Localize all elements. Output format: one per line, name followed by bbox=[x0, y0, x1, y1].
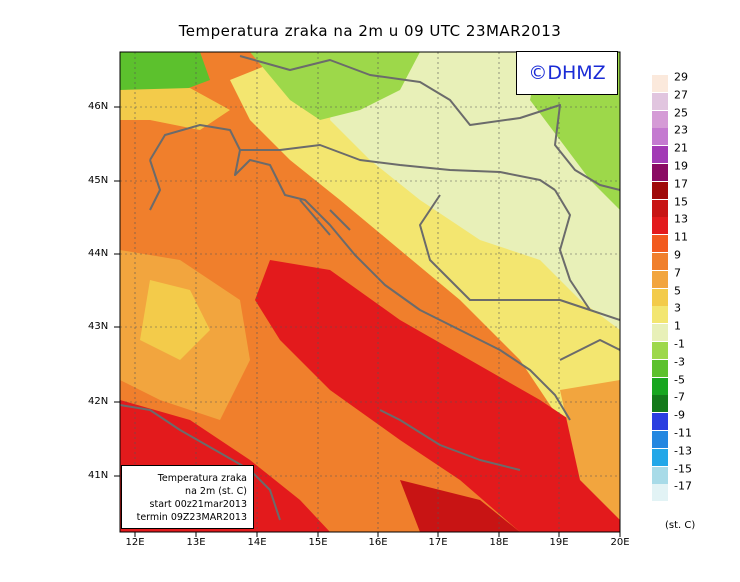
legend-level-label: -1 bbox=[674, 337, 685, 351]
field-green-nw bbox=[120, 52, 210, 95]
lon-label-17: 17E bbox=[428, 537, 448, 548]
legend-level-label: -9 bbox=[674, 408, 685, 422]
legend-level-label: -13 bbox=[674, 444, 692, 458]
lon-label-16: 16E bbox=[368, 537, 388, 548]
legend-swatch bbox=[652, 146, 668, 164]
grid-lines bbox=[120, 52, 620, 532]
legend-level-label: -15 bbox=[674, 462, 692, 476]
legend-level-label: 3 bbox=[674, 301, 681, 315]
legend-level-label: 13 bbox=[674, 212, 688, 226]
legend-swatch bbox=[652, 342, 668, 359]
info-box: Temperatura zraka na 2m (st. C) start 00… bbox=[121, 465, 254, 529]
legend-level-label: -7 bbox=[674, 390, 685, 404]
coastlines bbox=[120, 55, 620, 521]
legend-level-label: 1 bbox=[674, 319, 681, 333]
legend-swatch bbox=[652, 306, 668, 324]
legend-level-label: 15 bbox=[674, 195, 688, 209]
lat-label-41: 41N bbox=[88, 470, 109, 481]
legend-level-label: 7 bbox=[674, 266, 681, 280]
field-yellow-w bbox=[120, 88, 230, 130]
legend-swatch bbox=[652, 288, 668, 306]
field-darkred-s bbox=[400, 480, 520, 532]
lon-label-12: 12E bbox=[125, 537, 145, 548]
lat-label-46: 46N bbox=[88, 101, 109, 112]
legend-level-label: 27 bbox=[674, 88, 688, 102]
legend-level-label: -11 bbox=[674, 426, 692, 440]
lon-label-14: 14E bbox=[247, 537, 267, 548]
lon-label-13: 13E bbox=[186, 537, 206, 548]
legend-swatch bbox=[652, 413, 668, 431]
legend-swatch bbox=[652, 181, 668, 199]
axis-ticks bbox=[114, 106, 621, 537]
legend-level-label: 5 bbox=[674, 284, 681, 298]
legend-level-label: 21 bbox=[674, 141, 688, 155]
legend-swatch bbox=[652, 92, 668, 110]
info-line-2: na 2m (st. C) bbox=[185, 486, 247, 497]
field-red-adriatic bbox=[255, 260, 620, 532]
legend-swatch bbox=[652, 270, 668, 288]
legend-swatch bbox=[652, 484, 668, 502]
legend-swatch bbox=[652, 164, 668, 181]
plot-frame bbox=[119, 51, 621, 533]
legend-swatch bbox=[652, 110, 668, 128]
lon-label-20: 20E bbox=[610, 537, 630, 548]
info-line-1: Temperatura zraka bbox=[157, 473, 247, 484]
legend-swatch bbox=[652, 431, 668, 448]
legend-level-label: 19 bbox=[674, 159, 688, 173]
legend-level-label: 23 bbox=[674, 123, 688, 137]
legend-swatch bbox=[652, 359, 668, 377]
map-title: Temperatura zraka na 2m u 09 UTC 23MAR20… bbox=[178, 22, 562, 40]
info-line-4: termin 09Z23MAR2013 bbox=[136, 512, 247, 523]
lat-label-44: 44N bbox=[88, 248, 109, 259]
legend-swatch bbox=[652, 448, 668, 466]
legend-level-label: -3 bbox=[674, 355, 685, 369]
legend-swatch bbox=[652, 377, 668, 395]
legend-swatch bbox=[652, 75, 668, 92]
lon-label-19: 19E bbox=[549, 537, 569, 548]
legend-unit: (st. C) bbox=[665, 520, 696, 531]
legend-swatch bbox=[652, 217, 668, 235]
legend-swatch bbox=[652, 199, 668, 217]
legend-level-label: -17 bbox=[674, 479, 692, 493]
dhmz-logo: ©DHMZ bbox=[516, 51, 618, 95]
field-albania bbox=[560, 380, 620, 520]
legend-level-label: 9 bbox=[674, 248, 681, 262]
info-line-3: start 00z21mar2013 bbox=[149, 499, 247, 510]
lon-label-18: 18E bbox=[489, 537, 509, 548]
legend-level-label: 11 bbox=[674, 230, 688, 244]
lon-label-15: 15E bbox=[308, 537, 328, 548]
field-italy-spots bbox=[140, 280, 210, 360]
legend-swatch bbox=[652, 128, 668, 146]
lat-label-43: 43N bbox=[88, 321, 109, 332]
lat-label-42: 42N bbox=[88, 396, 109, 407]
lat-label-45: 45N bbox=[88, 175, 109, 186]
legend-level-label: 29 bbox=[674, 70, 688, 84]
legend-level-label: 17 bbox=[674, 177, 688, 191]
legend-swatch bbox=[652, 466, 668, 484]
legend-level-label: 25 bbox=[674, 106, 688, 120]
legend-swatch bbox=[652, 253, 668, 270]
legend-swatch bbox=[652, 324, 668, 342]
legend-swatch bbox=[652, 395, 668, 413]
legend-swatch bbox=[652, 235, 668, 253]
legend-level-label: -5 bbox=[674, 373, 685, 387]
